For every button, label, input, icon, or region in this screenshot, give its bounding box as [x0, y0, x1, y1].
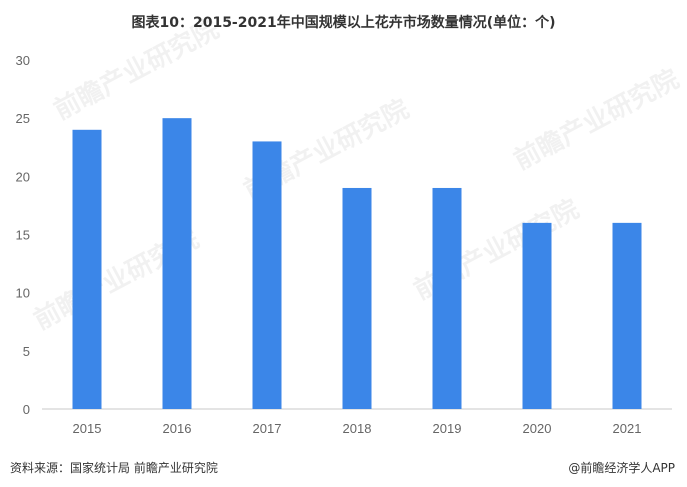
bar-2020 — [522, 222, 552, 409]
y-tick-label: 30 — [16, 53, 30, 68]
x-tick-label: 2018 — [343, 421, 372, 436]
x-tick-label: 2017 — [253, 421, 282, 436]
x-tick-label: 2020 — [523, 421, 552, 436]
bar-2016 — [162, 118, 192, 410]
source-note: 资料来源：国家统计局 前瞻产业研究院 — [10, 461, 218, 475]
watermark-text: 前瞻产业研究院 — [509, 63, 684, 176]
bar-2018 — [342, 187, 372, 409]
y-tick-label: 25 — [16, 111, 30, 126]
x-axis: 2015 2016 2017 2018 2019 2020 2021 — [73, 421, 642, 436]
x-tick-label: 2019 — [433, 421, 462, 436]
y-tick-label: 15 — [16, 228, 30, 243]
bar-2015 — [72, 129, 102, 410]
x-tick-label: 2021 — [613, 421, 642, 436]
x-tick-label: 2015 — [73, 421, 102, 436]
chart-title: 图表10：2015-2021年中国规模以上花卉市场数量情况(单位：个) — [131, 15, 556, 31]
bar-2019 — [432, 187, 462, 409]
y-tick-label: 10 — [16, 286, 30, 301]
bar-2021 — [612, 222, 642, 409]
y-tick-label: 20 — [16, 169, 30, 184]
y-tick-label: 5 — [23, 344, 30, 359]
y-tick-label: 0 — [23, 402, 30, 417]
watermark-text: 前瞻产业研究院 — [49, 13, 224, 126]
x-tick-label: 2016 — [163, 421, 192, 436]
bars — [72, 118, 642, 410]
bar-2017 — [252, 141, 282, 409]
y-axis: 0 5 10 15 20 25 30 — [16, 53, 30, 417]
brand-credit: @前瞻经济学人APP — [568, 461, 675, 475]
